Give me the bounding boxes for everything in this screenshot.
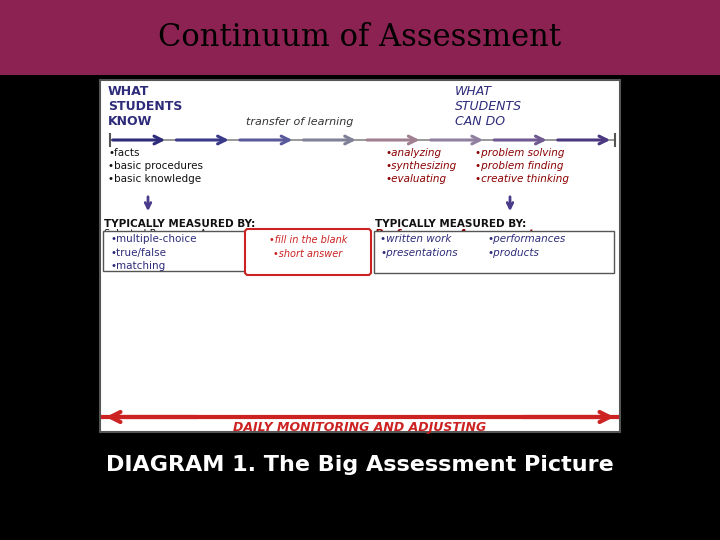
Text: DIAGRAM 1. The Big Assessment Picture: DIAGRAM 1. The Big Assessment Picture — [106, 455, 614, 475]
Text: DAILY MONITORING AND ADJUSTING: DAILY MONITORING AND ADJUSTING — [233, 422, 487, 435]
Text: Continuum of Assessment: Continuum of Assessment — [158, 22, 562, 52]
FancyBboxPatch shape — [245, 229, 371, 275]
Text: TYPICALLY MEASURED BY:: TYPICALLY MEASURED BY: — [104, 219, 256, 229]
Text: •written work
•presentations: •written work •presentations — [380, 234, 458, 258]
Text: •performances
•products: •performances •products — [487, 234, 565, 258]
Text: transfer of learning: transfer of learning — [246, 117, 354, 127]
Text: WHAT
STUDENTS
CAN DO: WHAT STUDENTS CAN DO — [455, 85, 522, 128]
Text: •facts
•basic procedures
•basic knowledge: •facts •basic procedures •basic knowledg… — [108, 148, 203, 184]
Text: TYPICALLY MEASURED BY:: TYPICALLY MEASURED BY: — [375, 219, 526, 229]
Text: Performance Assessments: Performance Assessments — [375, 229, 541, 239]
FancyBboxPatch shape — [100, 80, 620, 432]
Text: •multiple-choice
•true/false
•matching: •multiple-choice •true/false •matching — [110, 234, 197, 271]
FancyBboxPatch shape — [374, 231, 614, 273]
FancyBboxPatch shape — [0, 0, 720, 75]
Text: •analyzing
•synthesizing
•evaluating: •analyzing •synthesizing •evaluating — [385, 148, 456, 184]
Text: WHAT
STUDENTS
KNOW: WHAT STUDENTS KNOW — [108, 85, 182, 128]
Text: •problem solving
•problem finding
•creative thinking: •problem solving •problem finding •creat… — [475, 148, 569, 184]
FancyBboxPatch shape — [103, 231, 253, 271]
Text: Selected-Response Assessments: Selected-Response Assessments — [104, 229, 264, 239]
Text: •fill in the blank
•short answer: •fill in the blank •short answer — [269, 235, 347, 259]
